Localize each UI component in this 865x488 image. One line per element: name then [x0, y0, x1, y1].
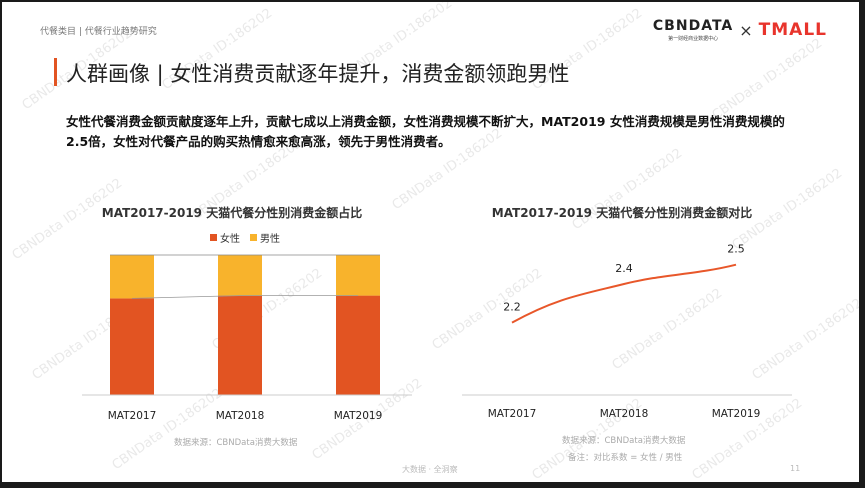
- tmall-logo: TMALL: [758, 20, 827, 40]
- x-tick-label: MAT2017: [488, 408, 537, 420]
- logo-area: CBNDATA 第一财经商业数据中心 × TMALL: [653, 18, 827, 42]
- legend-swatch-female: [210, 234, 217, 241]
- x-tick-label: MAT2019: [712, 408, 761, 420]
- page-title: 人群画像 | 女性消费贡献逐年提升，消费金额领跑男性: [66, 62, 570, 86]
- legend-label-female: 女性: [220, 234, 240, 245]
- bar-female-mat2018: [218, 295, 262, 395]
- cbndata-logo-subtitle: 第一财经商业数据中心: [668, 36, 719, 42]
- left-chart-legend: 女性 男性: [210, 230, 290, 245]
- x-tick-label: MAT2019: [334, 410, 383, 422]
- bar-male-mat2019: [336, 255, 380, 296]
- watermark: CBNData ID:186202: [709, 35, 826, 124]
- breadcrumb: 代餐类目 | 代餐行业趋势研究: [40, 27, 157, 37]
- stacked-bar-chart: MAT2017 MAT2018 MAT2019: [82, 254, 412, 422]
- left-source: 数据来源：CBNData消费大数据: [174, 438, 298, 448]
- footer-tagline: 大数据 · 全洞察: [402, 465, 458, 474]
- data-label: 2.4: [615, 262, 633, 275]
- slide: CBNData ID:186202 CBNData ID:186202 CBNDat…: [2, 2, 859, 482]
- x-tick-label: MAT2018: [216, 410, 265, 422]
- right-note: 备注：对比系数 = 女性 / 男性: [568, 453, 683, 463]
- x-tick-label: MAT2018: [600, 408, 649, 420]
- bar-male-mat2018: [218, 255, 262, 296]
- right-chart-title: MAT2017-2019 天猫代餐分性别消费金额对比: [491, 206, 753, 220]
- summary-text: 女性代餐消费金额贡献度逐年上升，贡献七成以上消费金额，女性消费规模不断扩大，MA…: [66, 114, 785, 149]
- bar-male-mat2017: [110, 255, 154, 299]
- data-label: 2.2: [503, 301, 521, 314]
- legend-label-male: 男性: [260, 234, 280, 245]
- cbndata-logo: CBNDATA 第一财经商业数据中心: [653, 18, 733, 42]
- legend-item-female: 女性: [210, 230, 240, 245]
- right-source: 数据来源：CBNData消费大数据: [562, 436, 686, 446]
- bar-female-mat2017: [110, 298, 154, 395]
- cbndata-logo-text: CBNDATA: [652, 18, 734, 34]
- legend-item-male: 男性: [250, 230, 280, 245]
- x-tick-label: MAT2017: [108, 410, 157, 422]
- logo-separator: ×: [739, 20, 753, 40]
- female-share-connector: [131, 295, 358, 299]
- line-chart: 2.2 2.4 2.5 MAT2017 MAT2018 MAT2019: [462, 243, 792, 420]
- left-chart-title: MAT2017-2019 天猫代餐分性别消费金额占比: [101, 206, 363, 220]
- page-number: 11: [790, 464, 801, 473]
- legend-swatch-male: [250, 234, 257, 241]
- data-label: 2.5: [727, 243, 745, 256]
- bar-female-mat2019: [336, 295, 380, 395]
- title-accent-bar: [54, 58, 57, 86]
